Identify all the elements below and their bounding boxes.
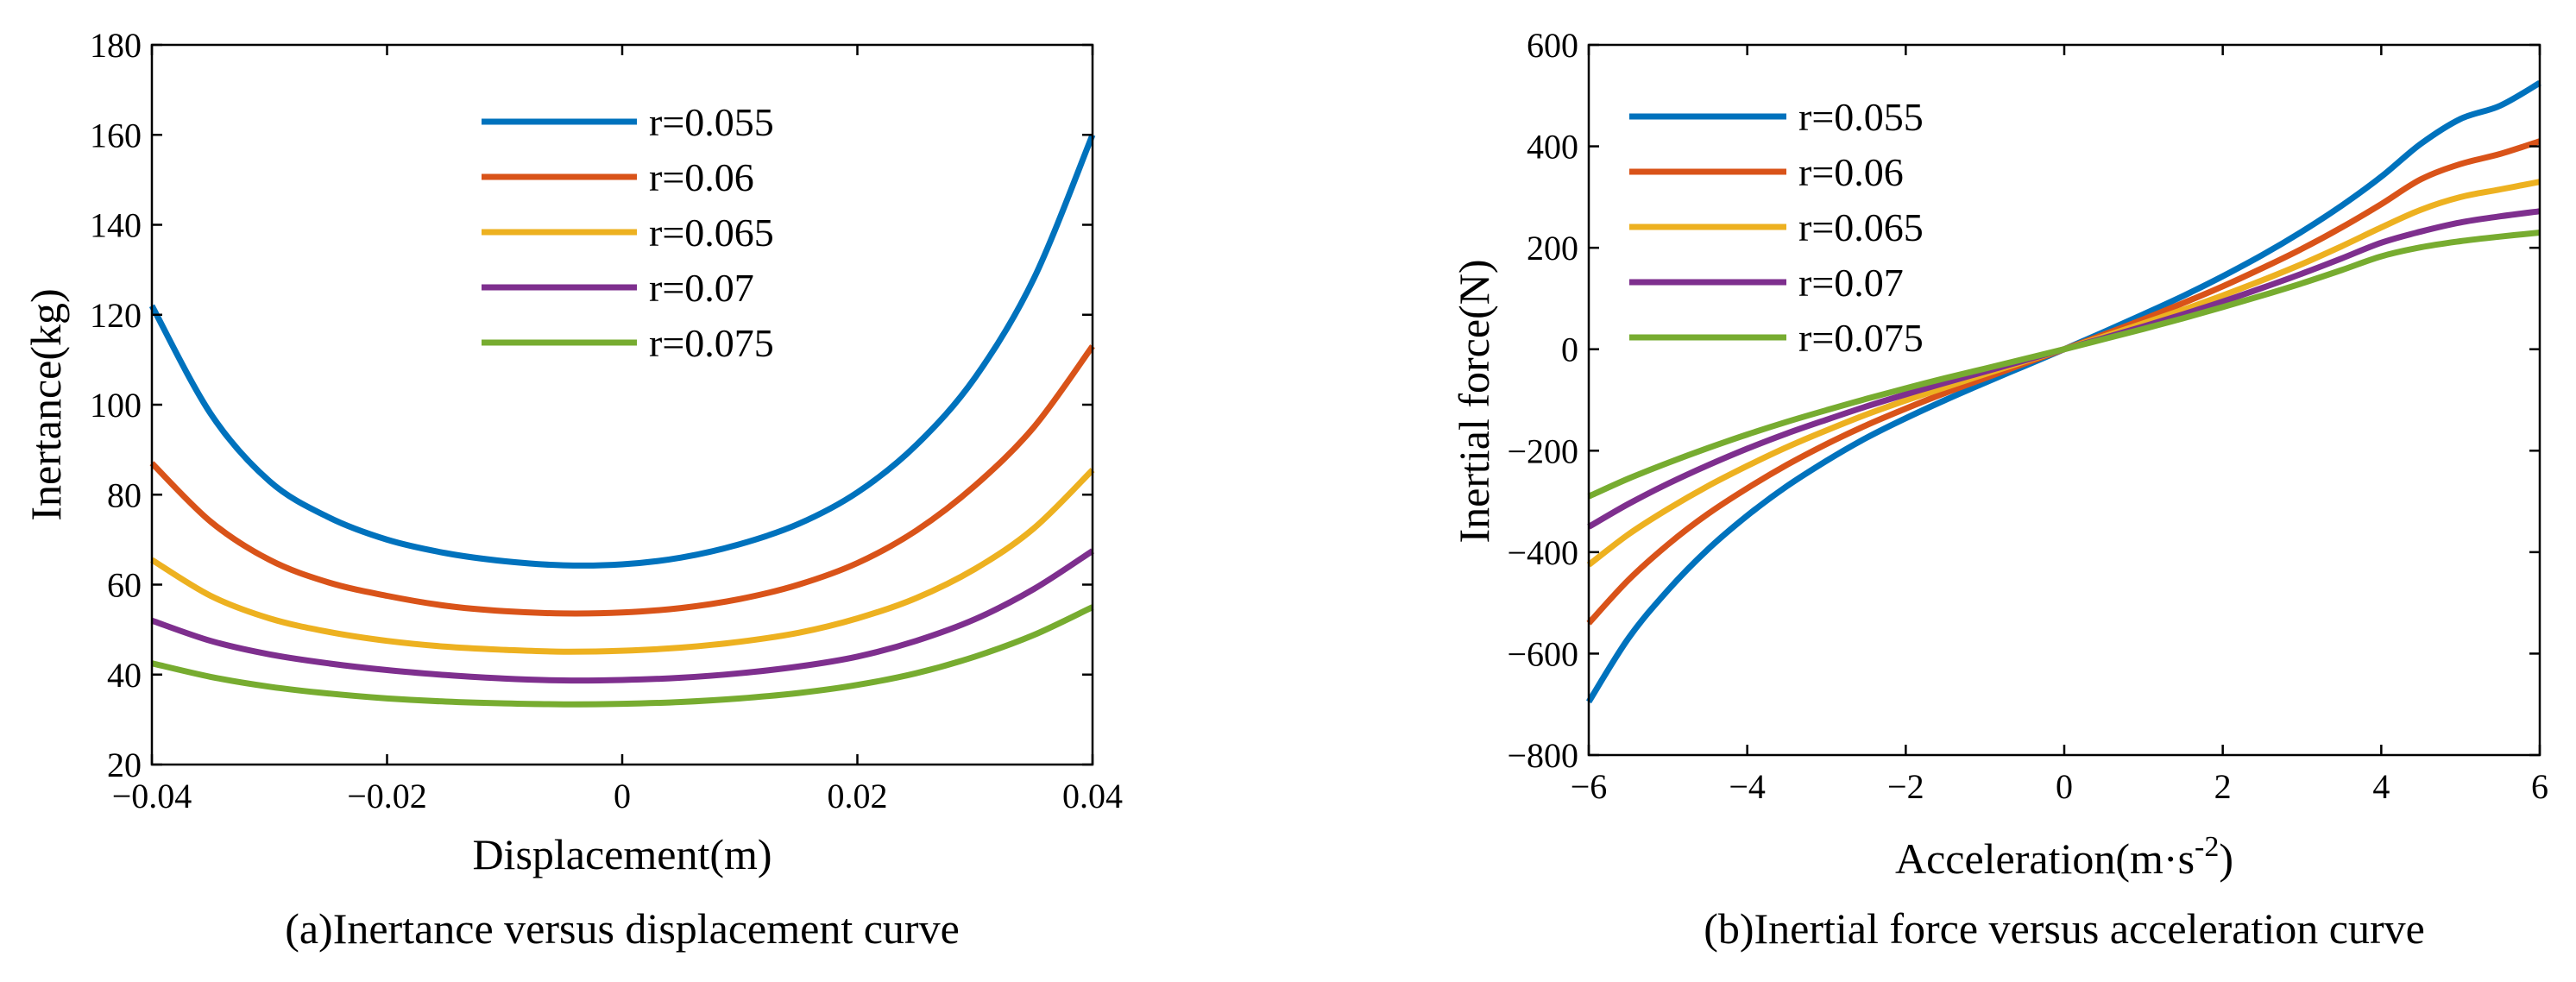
chart-a-series-line-1 [148, 133, 1096, 569]
chart-b-xlabel-end: ) [2219, 834, 2233, 883]
chart-a-legend-label-2: r=0.06 [649, 155, 754, 199]
chart-a-caption: (a)Inertance versus displacement curve [285, 904, 960, 953]
chart-a-legend-label-5: r=0.075 [649, 321, 774, 365]
chart-a-legend-label-4: r=0.07 [649, 266, 754, 310]
chart-a: −0.04 −0.02 0 0.02 0.04 20 40 60 80 100 120 140 160 1… [22, 26, 1123, 953]
chart-a-legend-label-1: r=0.055 [649, 100, 774, 144]
chart-b-series-line-4 [1587, 208, 2541, 530]
chart-b-xtick-label: −4 [1729, 767, 1766, 806]
chart-b-ticks: −6 −4 −2 0 2 4 6 −800 −600 −400 −200 0 200 400 600 [1507, 26, 2548, 806]
chart-a-ytick-label: 40 [107, 656, 142, 695]
chart-b-caption: (b)Inertial force versus acceleration cu… [1704, 904, 2425, 953]
chart-b-xlabel: Acceleration(m·s-2) [1895, 831, 2233, 883]
chart-b-ylabel: Inertial force(N) [1450, 260, 1498, 544]
chart-b-series-line-2 [1586, 138, 2541, 626]
chart-a-series-line-5 [151, 604, 1094, 708]
chart-b-series-layer [1586, 80, 2541, 704]
chart-a-series-line-2 [149, 344, 1095, 617]
chart-b-ytick-label: −200 [1507, 431, 1578, 470]
chart-b-ytick-label: 0 [1561, 330, 1578, 369]
chart-a-ytick-label: 20 [107, 746, 142, 784]
chart-a-series-layer [148, 133, 1096, 708]
chart-b-series-line-5 [1587, 230, 2541, 500]
chart-a-xtick-label: −0.02 [347, 777, 427, 815]
chart-b-legend-label-5: r=0.075 [1798, 316, 1924, 360]
chart-a-ytick-label: 100 [90, 386, 142, 425]
chart-b-series-line-1 [1586, 80, 2541, 704]
chart-a-ylabel: Inertance(kg) [22, 288, 70, 520]
chart-b-ytick-label: 600 [1527, 26, 1578, 65]
chart-b-ytick-label: 200 [1527, 229, 1578, 268]
chart-b-xtick-label: 0 [2056, 767, 2073, 806]
chart-b-legend-label-2: r=0.06 [1798, 150, 1904, 194]
chart-b-legend-label-1: r=0.055 [1798, 95, 1924, 139]
chart-a-xtick-label: 0 [614, 777, 631, 815]
chart-a-series-line-4 [150, 548, 1094, 684]
chart-b-xtick-label: −2 [1887, 767, 1924, 806]
chart-a-ytick-label: 160 [90, 116, 142, 154]
chart-b-legend-label-3: r=0.065 [1798, 205, 1924, 249]
chart-a-ytick-label: 80 [107, 475, 142, 514]
chart-a-xlabel: Displacement(m) [472, 830, 772, 878]
chart-b-ytick-label: −600 [1507, 634, 1578, 673]
chart-a-ytick-label: 60 [107, 566, 142, 605]
chart-b: −6 −4 −2 0 2 4 6 −800 −600 −400 −200 0 200 400 600 r=0… [1450, 26, 2548, 953]
chart-a-plot-frame [150, 43, 1094, 766]
chart-a-series-line-3 [150, 468, 1095, 655]
chart-b-xtick-label: 2 [2214, 767, 2232, 806]
chart-a-legend: r=0.055 r=0.06 r=0.065 r=0.07 r=0.075 [482, 100, 774, 365]
chart-b-xtick-label: 6 [2531, 767, 2548, 806]
chart-b-plot-frame [1587, 43, 2541, 757]
chart-a-ticks: −0.04 −0.02 0 0.02 0.04 20 40 60 80 100 120 140 160 1… [90, 26, 1123, 815]
chart-a-xtick-label: 0.02 [828, 777, 888, 815]
chart-b-xtick-label: −6 [1571, 767, 1608, 806]
chart-b-xlabel-sup: -2 [2195, 831, 2219, 863]
chart-a-legend-label-3: r=0.065 [649, 211, 774, 255]
chart-b-xlabel-main: Acceleration(m·s [1895, 834, 2195, 883]
chart-a-xtick-label: 0.04 [1062, 777, 1123, 815]
chart-b-ytick-label: −800 [1507, 736, 1578, 775]
chart-a-xtick-label: −0.04 [112, 777, 192, 815]
chart-b-legend-label-4: r=0.07 [1798, 261, 1904, 305]
chart-b-ytick-label: −400 [1507, 533, 1578, 572]
chart-b-legend: r=0.055 r=0.06 r=0.065 r=0.07 r=0.075 [1629, 95, 1924, 360]
chart-b-ytick-label: 400 [1527, 128, 1578, 167]
chart-a-ytick-label: 120 [90, 296, 142, 335]
chart-a-ytick-label: 180 [90, 26, 142, 65]
chart-b-xtick-label: 4 [2372, 767, 2390, 806]
chart-a-ytick-label: 140 [90, 206, 142, 245]
